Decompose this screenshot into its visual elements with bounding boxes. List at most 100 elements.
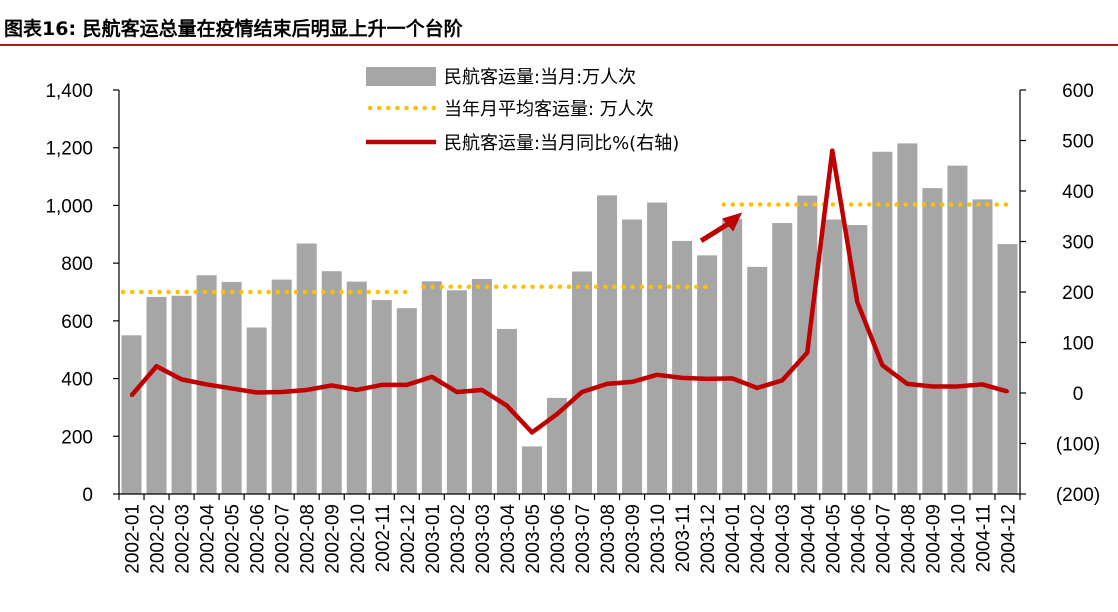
annotation-arrow-shaft [699, 219, 734, 243]
x-tick-label: 2003-10 [648, 504, 669, 574]
yoy-point-2004-05 [830, 149, 834, 153]
x-tick-label: 2003-07 [573, 504, 594, 574]
yoy-point-2004-03 [780, 378, 784, 382]
bar-2003-09 [622, 219, 643, 494]
x-tick-label: 2002-07 [273, 504, 294, 574]
x-tick-label: 2002-05 [223, 504, 244, 574]
bar-2003-06 [546, 397, 567, 494]
yoy-point-2002-05 [230, 386, 234, 390]
legend-label: 当年月平均客运量: 万人次 [444, 99, 654, 120]
x-tick-label: 2004-02 [748, 504, 769, 574]
x-tick-label: 2002-10 [348, 504, 369, 574]
x-tick-label: 2003-08 [598, 504, 619, 574]
yoy-point-2002-03 [180, 377, 184, 381]
right-tick-label: 500 [1062, 132, 1094, 153]
bar-2003-01 [421, 281, 442, 494]
bar-2002-09 [321, 271, 342, 494]
right-tick-label: 100 [1062, 334, 1094, 355]
right-tick-label: 600 [1062, 81, 1094, 102]
yoy-point-2003-09 [630, 380, 634, 384]
bar-2003-12 [697, 255, 718, 494]
x-tick-label: 2003-12 [698, 504, 719, 574]
bar-2003-05 [521, 446, 542, 494]
bar-2004-09 [922, 188, 943, 495]
x-tick-label: 2002-11 [373, 504, 394, 572]
bar-2004-06 [847, 225, 868, 495]
yoy-point-2003-04 [505, 404, 509, 408]
legend-label: 民航客运量:当月:万人次 [444, 67, 636, 88]
yoy-point-2002-02 [155, 364, 159, 368]
yoy-point-2002-09 [330, 383, 334, 387]
x-tick-label: 2002-09 [323, 504, 344, 574]
bar-2004-07 [872, 151, 893, 494]
yoy-point-2003-10 [655, 373, 659, 377]
bar-2003-10 [647, 202, 668, 495]
yoy-point-2004-10 [955, 384, 959, 388]
yoy-point-2002-12 [405, 383, 409, 387]
left-tick-label: 0 [82, 485, 93, 506]
yoy-point-2004-11 [980, 382, 984, 386]
yoy-point-2004-04 [805, 351, 809, 355]
annotation-arrow-head [722, 212, 743, 232]
x-tick-label: 2002-02 [148, 504, 169, 574]
right-tick-label: 400 [1062, 182, 1094, 203]
yoy-point-2003-03 [480, 388, 484, 392]
right-tick-label: 0 [1073, 384, 1084, 405]
yoy-point-2002-01 [130, 394, 134, 398]
left-tick-label: 1,000 [45, 196, 93, 217]
left-tick-label: 200 [61, 427, 93, 448]
x-tick-label: 2004-05 [823, 504, 844, 574]
yoy-point-2002-04 [205, 382, 209, 386]
bar-2003-11 [672, 240, 693, 494]
x-tick-label: 2003-06 [548, 504, 569, 574]
bar-2002-11 [371, 300, 392, 494]
bar-2004-08 [897, 143, 918, 494]
x-tick-label: 2004-01 [723, 504, 744, 574]
x-tick-label: 2004-10 [948, 504, 969, 574]
x-tick-label: 2003-09 [623, 504, 644, 574]
x-tick-label: 2003-04 [498, 504, 519, 574]
bar-2002-07 [271, 279, 292, 494]
bar-2004-12 [997, 244, 1018, 494]
right-tick-label: (200) [1056, 485, 1100, 506]
x-tick-label: 2002-12 [398, 504, 419, 574]
x-tick-label: 2004-03 [773, 504, 794, 574]
x-tick-label: 2004-12 [998, 504, 1019, 574]
x-tick-label: 2002-06 [248, 504, 269, 574]
yoy-point-2002-07 [280, 390, 284, 394]
x-tick-label: 2004-07 [873, 504, 894, 574]
left-tick-label: 800 [61, 254, 93, 275]
yoy-point-2003-08 [605, 382, 609, 386]
yoy-point-2004-06 [855, 300, 859, 304]
x-tick-label: 2004-06 [848, 504, 869, 574]
bar-2002-03 [171, 295, 192, 494]
figure-title: 图表16: 民航客运总量在疫情结束后明显上升一个台阶 [4, 18, 463, 40]
yoy-point-2004-01 [730, 376, 734, 380]
x-tick-label: 2002-03 [173, 504, 194, 574]
yoy-point-2004-12 [1005, 389, 1009, 393]
x-tick-label: 2002-01 [123, 504, 144, 574]
bar-2004-01 [722, 218, 743, 495]
x-tick-label: 2004-04 [798, 504, 819, 574]
x-tick-label: 2004-11 [973, 504, 994, 572]
yoy-point-2002-08 [305, 388, 309, 392]
left-tick-label: 600 [61, 312, 93, 333]
bar-2002-08 [296, 243, 317, 494]
yoy-point-2002-06 [255, 391, 259, 394]
x-tick-label: 2003-05 [523, 504, 544, 574]
bar-2003-04 [496, 328, 517, 494]
yoy-point-2002-10 [355, 388, 359, 392]
x-tick-label: 2002-04 [198, 504, 219, 574]
bar-2002-01 [121, 335, 142, 494]
bar-2004-10 [947, 165, 968, 495]
bar-2003-03 [471, 279, 492, 494]
legend-label: 民航客运量:当月同比%(右轴) [444, 133, 679, 154]
bar-2004-02 [747, 266, 768, 494]
yoy-point-2003-11 [680, 376, 684, 380]
bar-2002-12 [396, 308, 417, 494]
bar-2003-07 [572, 271, 593, 494]
x-tick-label: 2004-08 [898, 504, 919, 574]
right-tick-label: 200 [1062, 283, 1094, 304]
yoy-point-2003-06 [555, 412, 559, 416]
figure-header: 图表16: 民航客运总量在疫情结束后明显上升一个台阶 [0, 0, 1118, 46]
